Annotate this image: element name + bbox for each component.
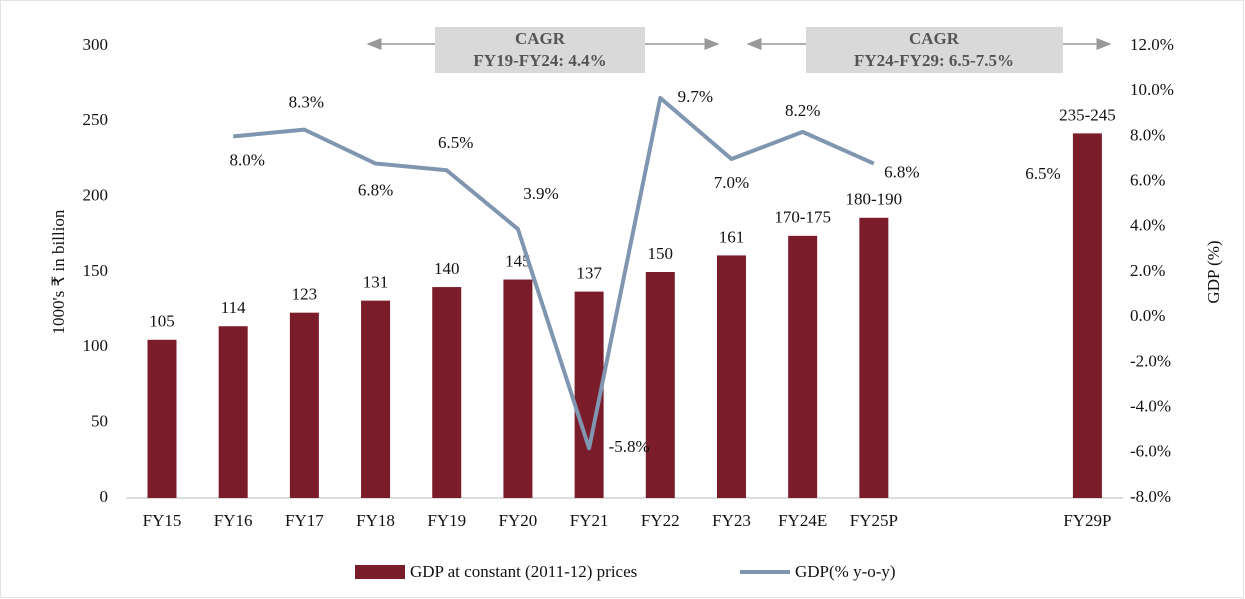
legend-swatch bbox=[355, 565, 405, 579]
legend-label: GDP at constant (2011-12) prices bbox=[410, 562, 637, 581]
annotation: FY19-FY24: 4.4% bbox=[473, 51, 606, 70]
bar bbox=[289, 312, 319, 498]
y-tick-label: 200 bbox=[83, 186, 109, 205]
y-tick-label: 0 bbox=[100, 487, 109, 506]
annotation-box bbox=[806, 27, 1063, 73]
data-label: 123 bbox=[292, 285, 318, 304]
bar bbox=[1072, 133, 1102, 499]
bar bbox=[716, 255, 746, 498]
y2-tick-label: -2.0% bbox=[1130, 351, 1171, 370]
y2-tick-label: 10.0% bbox=[1130, 80, 1174, 99]
y2-axis-label: GDP (%) bbox=[1204, 240, 1223, 303]
x-tick-label: FY17 bbox=[285, 511, 324, 530]
y2-tick-label: 4.0% bbox=[1130, 216, 1165, 235]
y-axis-label: 1000's ₹ in billion bbox=[49, 209, 68, 334]
data-label: 105 bbox=[149, 312, 175, 331]
y2-tick-label: -8.0% bbox=[1130, 487, 1171, 506]
x-tick-label: FY18 bbox=[356, 511, 395, 530]
data-label: 180-190 bbox=[846, 190, 903, 209]
x-tick-label: FY15 bbox=[143, 511, 182, 530]
x-tick-label: FY23 bbox=[712, 511, 751, 530]
data-label: 9.7% bbox=[678, 87, 713, 106]
y-tick-label: 100 bbox=[83, 336, 109, 355]
y2-tick-label: 0.0% bbox=[1130, 306, 1165, 325]
x-tick-label: FY29P bbox=[1063, 511, 1111, 530]
bar bbox=[432, 287, 462, 498]
data-label: 6.8% bbox=[884, 162, 919, 181]
annotation-box bbox=[435, 27, 645, 73]
data-label: 131 bbox=[363, 273, 389, 292]
data-label: -5.8% bbox=[609, 437, 650, 456]
y-tick-label: 250 bbox=[83, 110, 109, 129]
x-tick-label: FY25P bbox=[850, 511, 898, 530]
bar bbox=[147, 339, 177, 498]
y2-tick-label: -6.0% bbox=[1130, 442, 1171, 461]
bar bbox=[503, 279, 533, 498]
data-label: 8.3% bbox=[289, 93, 324, 112]
data-label: 6.8% bbox=[358, 180, 393, 199]
data-label: 150 bbox=[648, 244, 674, 263]
y2-tick-label: 6.0% bbox=[1130, 171, 1165, 190]
line bbox=[232, 95, 875, 451]
data-label: 3.9% bbox=[523, 184, 558, 203]
bar bbox=[218, 326, 248, 498]
y-tick-label: 50 bbox=[91, 412, 108, 431]
x-tick-label: FY19 bbox=[427, 511, 466, 530]
legend-label: GDP(% y-o-y) bbox=[795, 562, 896, 581]
data-label: 114 bbox=[221, 298, 246, 317]
annotation: 6.5% bbox=[1025, 164, 1060, 183]
data-label: 8.2% bbox=[785, 101, 820, 120]
bar bbox=[788, 235, 818, 498]
y-tick-label: 150 bbox=[83, 261, 109, 280]
annotation: FY24-FY29: 6.5-7.5% bbox=[854, 51, 1014, 70]
bar bbox=[361, 300, 391, 498]
data-label: 140 bbox=[434, 259, 460, 278]
annotation: CAGR bbox=[515, 29, 566, 48]
bar bbox=[859, 217, 889, 498]
annotation: CAGR bbox=[909, 29, 960, 48]
x-tick-label: FY21 bbox=[570, 511, 609, 530]
y2-tick-label: -4.0% bbox=[1130, 397, 1171, 416]
data-label: 235-245 bbox=[1059, 105, 1116, 124]
bar bbox=[645, 272, 675, 498]
data-label: 6.5% bbox=[438, 133, 473, 152]
x-tick-label: FY22 bbox=[641, 511, 680, 530]
y2-tick-label: 8.0% bbox=[1130, 125, 1165, 144]
data-label: 8.0% bbox=[229, 150, 264, 169]
data-label: 137 bbox=[576, 263, 602, 282]
x-tick-label: FY16 bbox=[214, 511, 253, 530]
data-label: 161 bbox=[719, 227, 745, 246]
y-tick-label: 300 bbox=[83, 35, 109, 54]
data-label: 145 bbox=[505, 251, 531, 270]
y2-tick-label: 2.0% bbox=[1130, 261, 1165, 280]
data-label: 170-175 bbox=[774, 208, 831, 227]
x-tick-label: FY20 bbox=[499, 511, 538, 530]
data-label: 7.0% bbox=[714, 173, 749, 192]
x-tick-label: FY24E bbox=[778, 511, 827, 530]
y2-tick-label: 12.0% bbox=[1130, 35, 1174, 54]
